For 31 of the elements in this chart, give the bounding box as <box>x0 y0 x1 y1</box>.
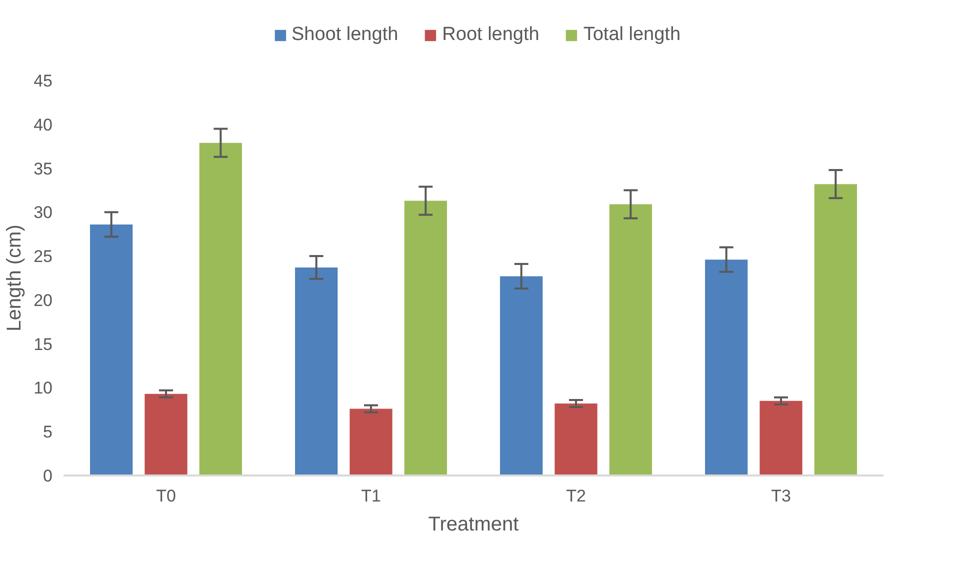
bar <box>199 142 242 476</box>
bar <box>90 224 133 476</box>
bar <box>500 276 543 476</box>
y-axis-title: Length (cm) <box>4 224 26 332</box>
bar <box>350 408 392 476</box>
bar <box>295 267 338 476</box>
y-tick-label: 10 <box>34 378 53 398</box>
bar <box>554 404 598 476</box>
legend-label: Total length <box>583 24 681 46</box>
y-tick-label: 40 <box>34 115 53 134</box>
bar <box>760 400 802 476</box>
x-tick-label: T2 <box>566 486 586 506</box>
legend-label: Shoot length <box>291 24 398 46</box>
x-tick-label: T0 <box>156 486 176 506</box>
x-tick-label: T3 <box>771 486 791 506</box>
y-tick-label: 0 <box>43 466 53 486</box>
y-tick-label: 20 <box>34 290 53 310</box>
y-tick-label: 15 <box>34 334 53 354</box>
legend-label: Root length <box>442 24 540 46</box>
bar <box>705 260 748 476</box>
bar <box>404 200 447 476</box>
bar <box>609 204 652 476</box>
y-tick-label: 25 <box>34 247 53 266</box>
y-tick-label: 35 <box>34 159 53 178</box>
bar <box>814 184 857 476</box>
y-tick-label: 5 <box>43 422 53 442</box>
x-axis-title: Treatment <box>428 514 520 536</box>
y-tick-label: 45 <box>34 72 53 90</box>
x-tick-label: T1 <box>361 486 381 506</box>
bar <box>144 394 188 476</box>
y-tick-label: 30 <box>34 203 53 222</box>
